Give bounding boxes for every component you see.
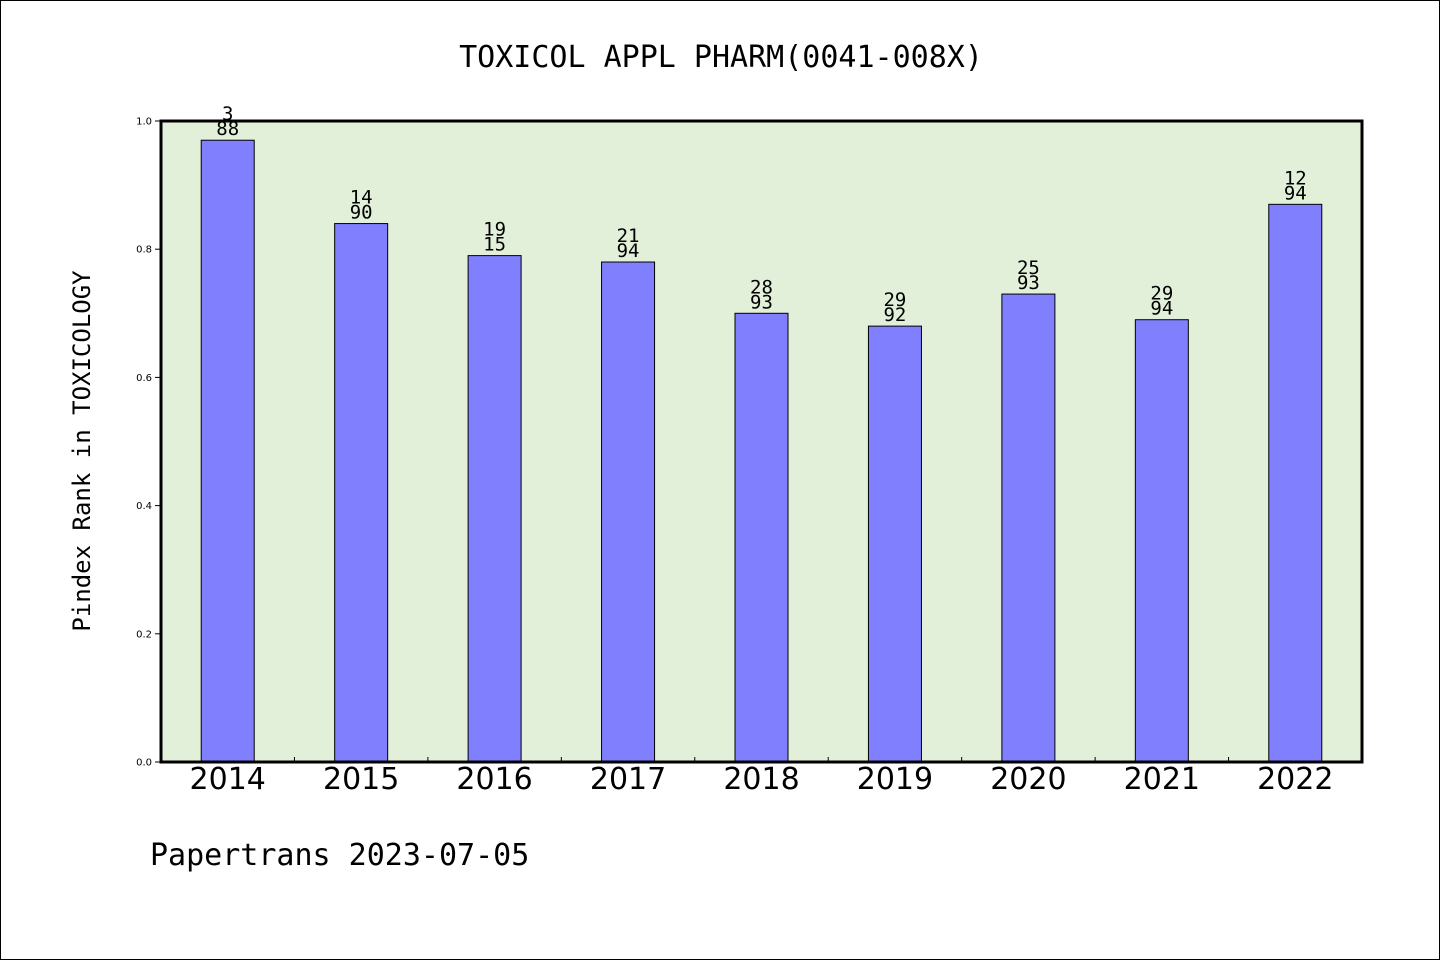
bar-label-rank: 28: [750, 276, 773, 298]
bar-label-rank: 19: [483, 219, 506, 241]
bar-label-total: 94: [1150, 298, 1173, 320]
bar-label-rank: 21: [617, 225, 640, 247]
bar-label-rank: 12: [1284, 167, 1307, 189]
plot-border: [159, 119, 1364, 764]
bar: [867, 325, 922, 763]
x-tick-label: 2021: [1124, 762, 1200, 797]
bar: [1001, 293, 1056, 763]
bar-label-rank: 29: [1150, 283, 1173, 305]
x-tick-label: 2014: [190, 762, 266, 797]
y-tick-label: 0.6: [136, 373, 152, 384]
x-tick-label: 2022: [1257, 762, 1333, 797]
y-tick-label: 0.8: [136, 245, 152, 256]
footer-text: Papertrans 2023-07-05: [150, 838, 529, 873]
y-tick-label: 0.2: [136, 629, 152, 640]
bar-label-total: 93: [1017, 272, 1040, 294]
bar-label-total: 94: [617, 240, 640, 262]
y-tick-label: 1.0: [136, 117, 152, 128]
bar-label-rank: 14: [350, 187, 373, 209]
chart-title: TOXICOL APPL PHARM(0041-008X): [459, 40, 983, 75]
bar-label-rank: 3: [222, 103, 233, 125]
bar-label-rank: 25: [1017, 257, 1040, 279]
x-tick-label: 2016: [456, 762, 532, 797]
bar-label-total: 88: [216, 118, 239, 140]
x-axis-ticks: 2014 2015 2016 2017 2018 2019 2020 2021 2022: [190, 757, 1333, 797]
y-axis-ticks: 0.0 0.2 0.4 0.6 0.8 1.0: [136, 117, 161, 769]
x-tick-label: 2015: [323, 762, 399, 797]
bar-label-total: 94: [1284, 182, 1307, 204]
y-tick-label: 0.0: [136, 758, 152, 769]
bar: [200, 139, 255, 763]
bar: [1134, 319, 1189, 763]
bar: [734, 312, 789, 763]
bar-label-total: 92: [883, 304, 906, 326]
bar: [334, 223, 389, 763]
y-tick-label: 0.4: [136, 501, 152, 512]
bar: [601, 261, 656, 763]
bar-label-rank: 29: [883, 289, 906, 311]
bar-label-total: 15: [483, 234, 506, 256]
x-tick-label: 2019: [857, 762, 933, 797]
x-tick-label: 2020: [990, 762, 1066, 797]
bar-label-total: 93: [750, 291, 773, 313]
x-tick-label: 2018: [723, 762, 799, 797]
x-tick-label: 2017: [590, 762, 666, 797]
bar: [467, 255, 522, 763]
bar: [1268, 203, 1323, 763]
bar-label-total: 90: [350, 202, 373, 224]
y-axis-label: Pindex Rank in TOXICOLOGY: [68, 270, 96, 632]
